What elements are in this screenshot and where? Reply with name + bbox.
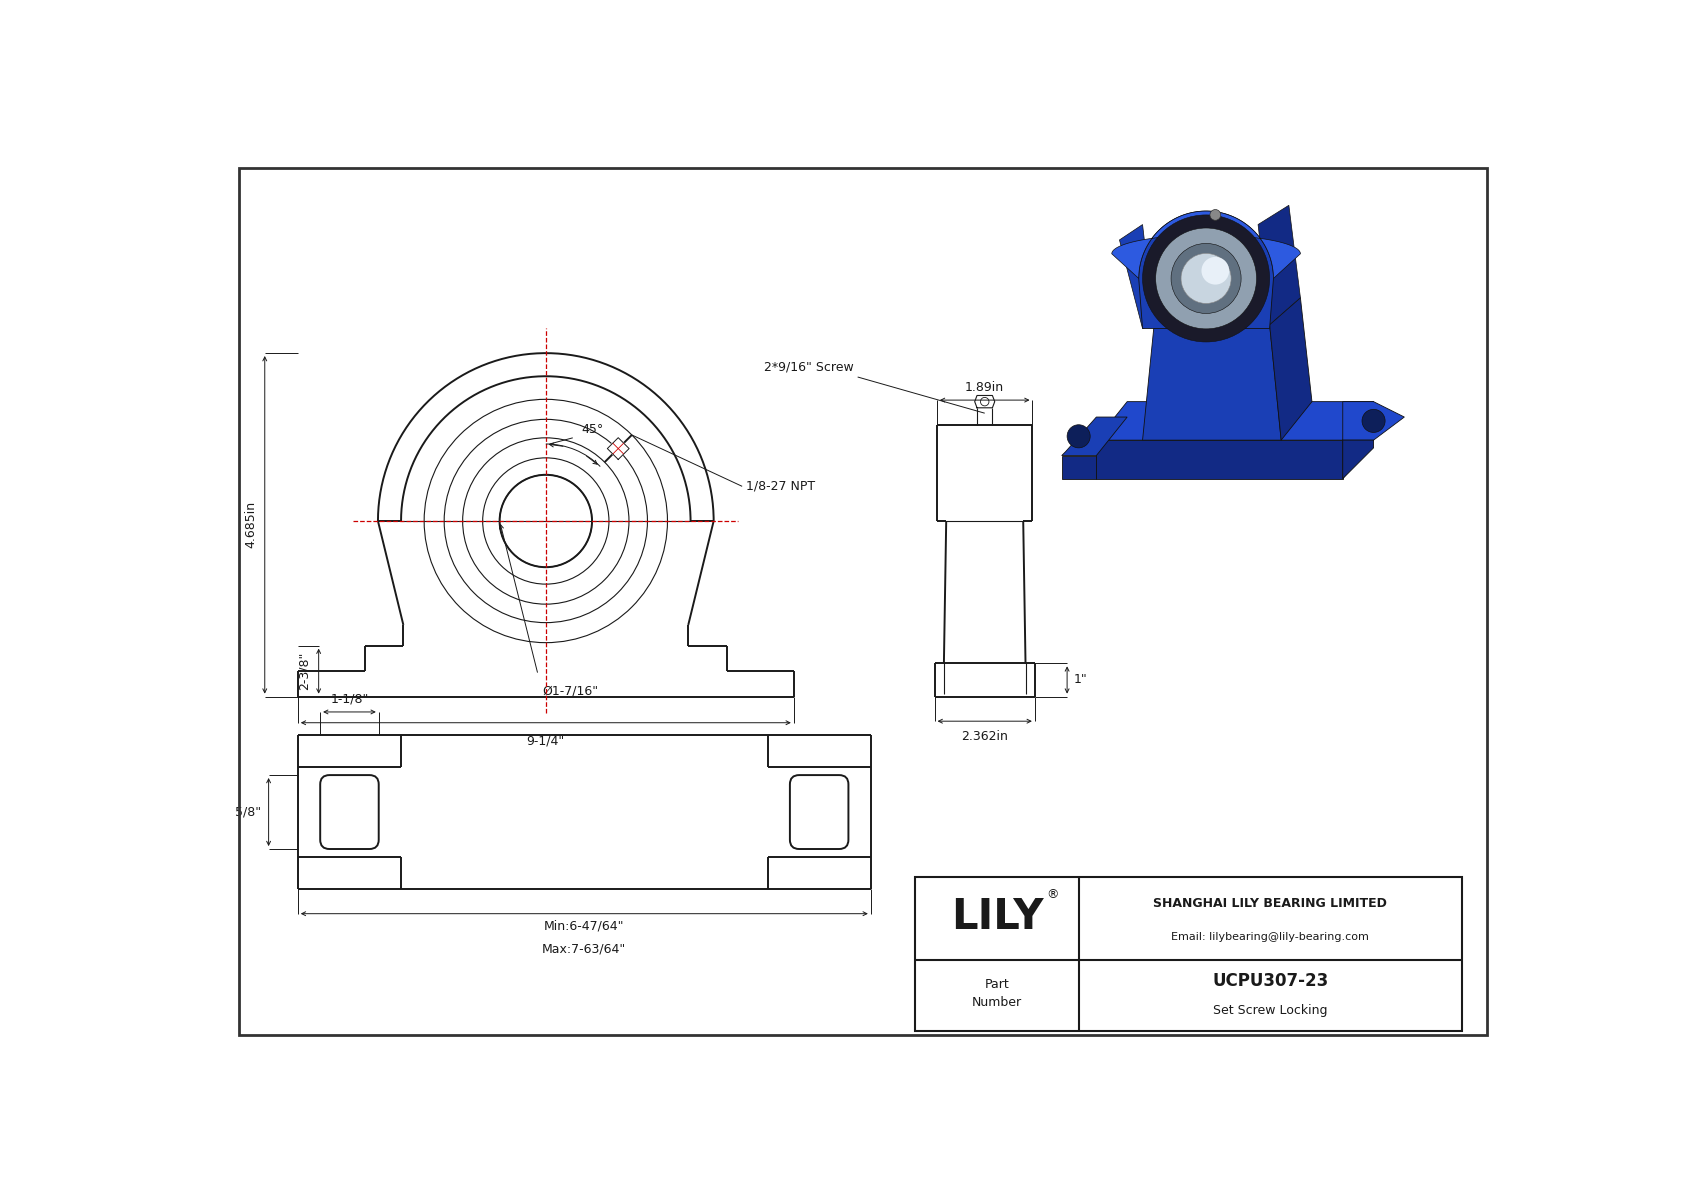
- Polygon shape: [1258, 205, 1300, 325]
- Text: 2*9/16" Screw: 2*9/16" Screw: [765, 360, 854, 373]
- Polygon shape: [1120, 225, 1154, 329]
- Text: 1": 1": [1073, 673, 1086, 686]
- Polygon shape: [1111, 211, 1300, 279]
- Text: UCPU307-23: UCPU307-23: [1212, 972, 1329, 990]
- Polygon shape: [1270, 298, 1312, 441]
- Polygon shape: [1096, 401, 1374, 441]
- Text: Ø1-7/16": Ø1-7/16": [542, 685, 598, 697]
- Circle shape: [1068, 425, 1090, 448]
- Text: 1.89in: 1.89in: [965, 381, 1004, 394]
- Text: 1/8-27 NPT: 1/8-27 NPT: [746, 480, 815, 493]
- Polygon shape: [608, 437, 630, 460]
- Circle shape: [1142, 214, 1270, 342]
- Text: Set Screw Locking: Set Screw Locking: [1212, 1004, 1327, 1017]
- Text: ®: ®: [1046, 887, 1059, 900]
- Text: 1-1/8": 1-1/8": [330, 693, 369, 706]
- Text: Max:7-63/64": Max:7-63/64": [542, 943, 626, 956]
- Polygon shape: [1342, 441, 1374, 479]
- Text: SHANGHAI LILY BEARING LIMITED: SHANGHAI LILY BEARING LIMITED: [1154, 897, 1388, 910]
- Circle shape: [1155, 227, 1256, 329]
- Circle shape: [1201, 257, 1229, 285]
- Circle shape: [1362, 410, 1386, 432]
- Text: 9-1/4": 9-1/4": [527, 735, 564, 747]
- Text: 45°: 45°: [581, 423, 603, 436]
- Circle shape: [1209, 210, 1221, 220]
- Text: 2.362in: 2.362in: [962, 730, 1009, 743]
- Polygon shape: [1061, 455, 1096, 479]
- Circle shape: [1180, 254, 1231, 304]
- Circle shape: [1187, 258, 1226, 298]
- Polygon shape: [1142, 325, 1282, 441]
- Polygon shape: [1061, 417, 1127, 455]
- Text: 2-3/8": 2-3/8": [298, 651, 312, 691]
- Text: 5/8": 5/8": [234, 805, 261, 818]
- Polygon shape: [1096, 441, 1342, 479]
- Text: Min:6-47/64": Min:6-47/64": [544, 919, 625, 933]
- Circle shape: [1170, 243, 1241, 313]
- Text: Email: lilybearing@lily-bearing.com: Email: lilybearing@lily-bearing.com: [1172, 931, 1369, 942]
- Text: LILY: LILY: [951, 896, 1044, 937]
- Polygon shape: [1342, 401, 1374, 479]
- Polygon shape: [1342, 401, 1404, 441]
- Polygon shape: [1138, 211, 1273, 329]
- Text: 4.685in: 4.685in: [244, 501, 258, 548]
- Text: Part
Number: Part Number: [972, 978, 1022, 1010]
